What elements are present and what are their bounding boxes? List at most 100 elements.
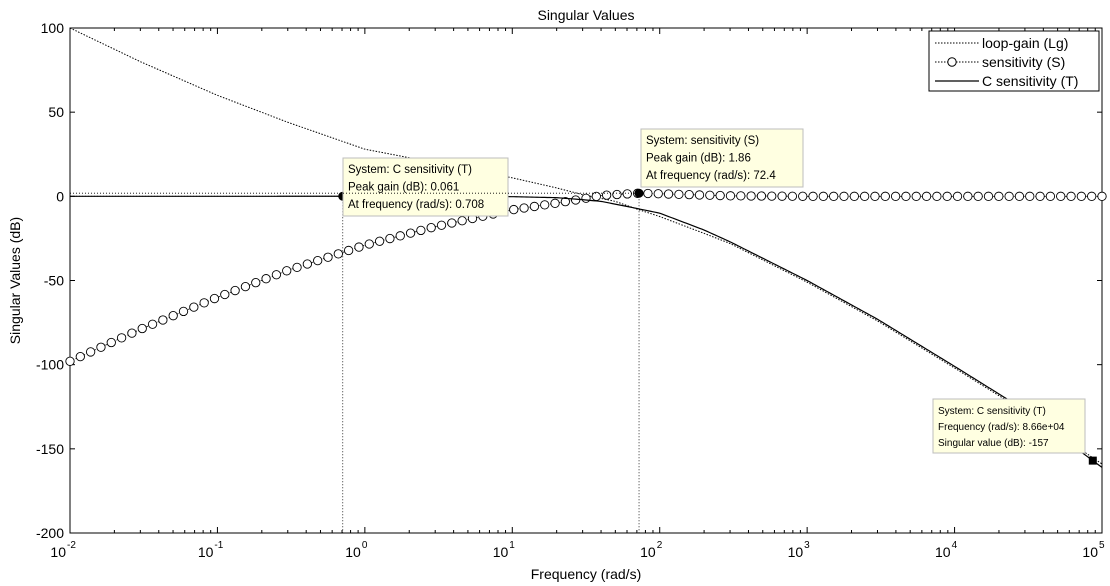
sensitivity-marker xyxy=(116,333,127,343)
sensitivity-marker xyxy=(127,328,137,338)
sensitivity-marker xyxy=(694,190,705,200)
x-tick-label: 10 xyxy=(1082,544,1098,560)
x-tick-exponent: 5 xyxy=(1099,540,1105,551)
sensitivity-marker xyxy=(426,223,436,233)
x-tick-label: 10 xyxy=(198,544,214,560)
legend-marker-sensitivity xyxy=(947,57,957,67)
sensitivity-marker xyxy=(983,191,994,201)
sensitivity-marker xyxy=(529,201,540,212)
sensitivity-marker xyxy=(137,323,147,334)
sensitivity-marker xyxy=(870,191,880,201)
x-tick-base: 10 xyxy=(198,544,214,560)
sensitivity-marker xyxy=(849,191,859,201)
x-tick-exponent: 2 xyxy=(657,540,663,551)
sensitivity-marker xyxy=(829,191,839,201)
y-tick-label: 0 xyxy=(56,188,64,204)
sensitivity-marker xyxy=(963,191,973,201)
sensitivity-marker xyxy=(147,319,158,329)
sensitivity-marker xyxy=(859,191,870,201)
x-tick-label: 10 xyxy=(788,544,804,560)
sensitivity-marker xyxy=(1066,191,1076,201)
sensitivity-marker xyxy=(1045,191,1056,201)
sensitivity-marker xyxy=(220,289,230,300)
legend-label: sensitivity (S) xyxy=(982,54,1065,70)
sensitivity-marker xyxy=(209,293,220,304)
sensitivity-marker xyxy=(230,285,240,296)
sensitivity-marker xyxy=(1014,191,1025,201)
sensitivity-marker xyxy=(75,351,85,362)
sensitivity-marker xyxy=(767,191,777,201)
sensitivity-marker xyxy=(261,274,271,284)
y-tick-label: -200 xyxy=(36,525,64,541)
sensitivity-marker xyxy=(653,189,663,199)
sensitivity-marker xyxy=(282,266,292,276)
x-tick-exponent: 0 xyxy=(362,540,368,551)
sensitivity-marker xyxy=(550,198,560,208)
sensitivity-marker xyxy=(921,191,932,201)
sensitivity-marker xyxy=(798,191,808,201)
sensitivity-marker xyxy=(839,191,849,201)
sensitivity-marker xyxy=(736,191,746,201)
sensitivity-marker xyxy=(85,347,96,357)
x-tick-base: 10 xyxy=(50,544,66,560)
x-axis-label: Frequency (rad/s) xyxy=(531,566,641,582)
sensitivity-marker xyxy=(715,190,725,201)
legend-label: C sensitivity (T) xyxy=(982,73,1078,89)
sensitivity-marker xyxy=(343,245,354,256)
datatip-text: At frequency (rad/s): 72.4 xyxy=(646,170,776,182)
sensitivity-marker xyxy=(519,203,529,213)
sensitivity-marker xyxy=(994,191,1004,201)
sensitivity-marker xyxy=(292,262,302,273)
sensitivity-marker xyxy=(374,236,385,246)
x-tick-label: 10 xyxy=(640,544,656,560)
sensitivity-marker xyxy=(684,190,694,200)
x-tick-base: 10 xyxy=(493,544,509,560)
sensitivity-marker xyxy=(890,191,901,201)
sensitivity-marker xyxy=(1076,191,1087,201)
x-tick-label: 10 xyxy=(493,544,509,560)
sensitivity-marker xyxy=(581,193,591,203)
sensitivity-marker xyxy=(643,188,653,199)
y-axis-label: Singular Values (dB) xyxy=(7,217,23,344)
sensitivity-marker xyxy=(199,298,209,308)
sensitivity-marker xyxy=(756,191,767,201)
datatip-box xyxy=(342,157,509,217)
sensitivity-marker xyxy=(540,200,550,210)
sensitivity-marker xyxy=(189,302,199,312)
x-tick-exponent: 3 xyxy=(804,540,810,551)
x-tick-base: 10 xyxy=(640,544,656,560)
sensitivity-marker xyxy=(364,239,374,249)
datatip-text: System: sensitivity (S) xyxy=(646,135,759,147)
plot-area xyxy=(69,27,1103,534)
sensitivity-marker xyxy=(601,190,612,200)
legend-label: loop-gain (Lg) xyxy=(982,35,1068,51)
x-tick-exponent: -1 xyxy=(214,540,223,551)
datatip-box xyxy=(640,128,804,188)
sensitivity-marker xyxy=(932,191,942,201)
sensitivity-marker xyxy=(1025,191,1035,201)
x-tick-base: 10 xyxy=(1082,544,1098,560)
datatip-text: System: C sensitivity (T) xyxy=(348,164,472,176)
sensitivity-marker xyxy=(880,191,890,201)
chart-title: Singular Values xyxy=(537,7,634,23)
x-tick-label: 10 xyxy=(50,544,66,560)
sensitivity-marker xyxy=(405,228,416,238)
sensitivity-marker xyxy=(313,255,323,266)
x-tick-base: 10 xyxy=(935,544,951,560)
datatip-text: Peak gain (dB): 1.86 xyxy=(646,153,751,165)
sensitivity-marker xyxy=(560,197,571,207)
sensitivity-marker xyxy=(725,191,736,201)
sensitivity-marker xyxy=(447,218,457,228)
sensitivity-marker xyxy=(1035,191,1045,201)
sensitivity-marker xyxy=(395,231,405,241)
x-tick-exponent: -2 xyxy=(67,540,76,551)
sensitivity-marker xyxy=(705,190,715,200)
x-tick-label: 10 xyxy=(935,544,951,560)
sensitivity-marker xyxy=(509,204,519,215)
x-tick-label: 10 xyxy=(345,544,361,560)
x-tick-base: 10 xyxy=(788,544,804,560)
datatip-marker xyxy=(634,188,644,198)
y-tick-label: 50 xyxy=(48,104,64,120)
